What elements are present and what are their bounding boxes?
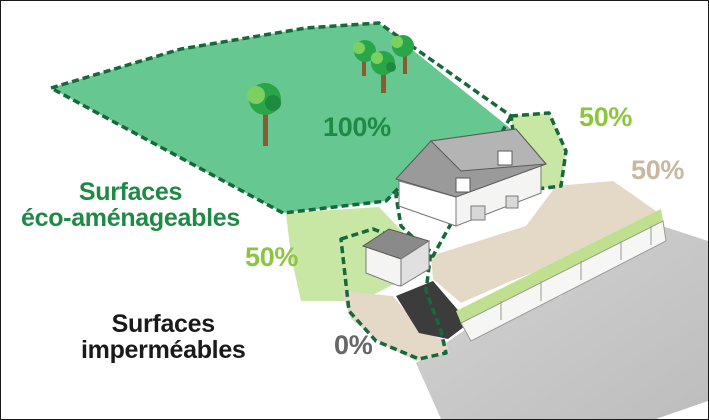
impermeable-heading-line-2: imperméables — [81, 336, 246, 365]
tree-icon — [353, 40, 376, 76]
percent-front-strip: 50% — [245, 242, 299, 272]
eco-heading-line-2: éco-aménageables — [21, 204, 240, 233]
impermeable-heading-line-1: Surfaces — [111, 310, 216, 338]
percent-path: 0% — [334, 330, 373, 360]
zone-driveway — [431, 181, 661, 303]
tree-icon — [247, 83, 281, 146]
percent-driveway: 50% — [631, 155, 685, 185]
tree-icon — [391, 35, 414, 74]
tree-icon — [371, 51, 396, 93]
percent-side-garden: 50% — [579, 102, 633, 132]
percent-lawn: 100% — [323, 112, 391, 142]
eco-heading: Surfaces éco-aménageables — [21, 179, 240, 232]
ground-shadow — [416, 219, 708, 419]
impermeable-heading: Surfaces imperméables — [81, 311, 246, 364]
garage-icon — [361, 228, 431, 287]
zone-path — [341, 291, 449, 361]
fence-icon — [456, 209, 667, 342]
house-icon — [395, 128, 548, 227]
eco-heading-line-1: Surfaces — [78, 178, 183, 206]
